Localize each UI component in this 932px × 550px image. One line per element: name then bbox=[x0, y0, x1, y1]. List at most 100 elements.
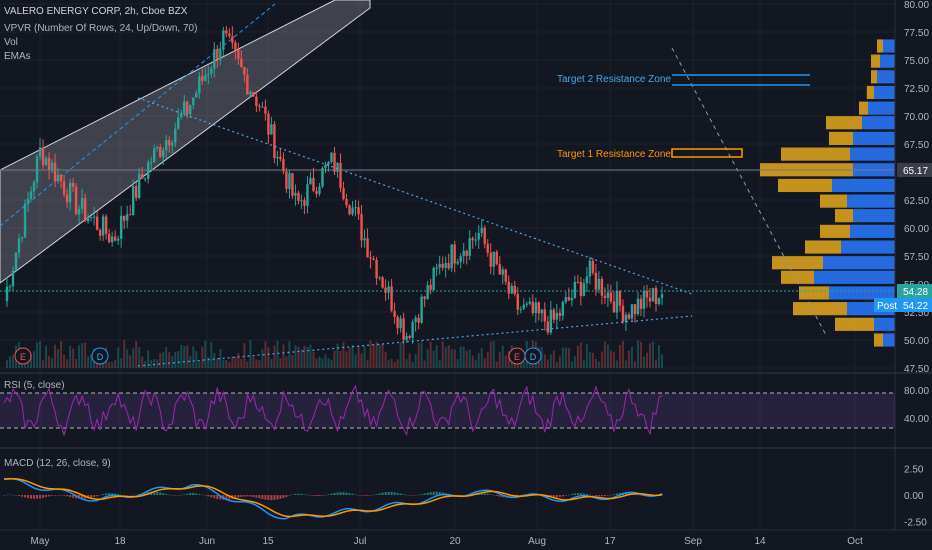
volume-bar bbox=[309, 345, 311, 368]
candle-body bbox=[577, 282, 579, 283]
macd-hist-bar bbox=[285, 495, 287, 497]
volume-bar bbox=[51, 358, 53, 368]
macd-hist-bar bbox=[312, 495, 314, 496]
volume-bar bbox=[490, 342, 492, 368]
candle-body bbox=[366, 238, 368, 257]
candle-body bbox=[129, 214, 131, 215]
macd-hist-bar bbox=[39, 495, 41, 498]
candle-body bbox=[246, 75, 248, 95]
time-label: Sep bbox=[684, 536, 702, 547]
indicator-vpvr[interactable]: VPVR (Number Of Rows, 24, Up/Down, 70) bbox=[4, 23, 197, 34]
candle-body bbox=[640, 299, 642, 309]
indicator-emas[interactable]: EMAs bbox=[4, 51, 31, 62]
volume-bar bbox=[388, 360, 390, 368]
candle-body bbox=[237, 50, 239, 59]
rsi-title[interactable]: RSI (5, close) bbox=[4, 380, 65, 391]
macd-hist-bar bbox=[358, 495, 360, 496]
volume-bar bbox=[523, 361, 525, 368]
candle-body bbox=[571, 298, 573, 301]
macd-hist-bar bbox=[264, 495, 266, 500]
volume-bar bbox=[231, 357, 233, 368]
volume-bar bbox=[129, 355, 131, 368]
volume-bar bbox=[568, 348, 570, 368]
candle-body bbox=[117, 239, 119, 241]
earnings-marker-label: E bbox=[514, 352, 520, 362]
vpvr-down-bar bbox=[826, 116, 862, 129]
volume-bar bbox=[54, 345, 56, 368]
candle-body bbox=[72, 183, 74, 187]
candle-body bbox=[643, 291, 645, 309]
macd-hist-bar bbox=[129, 495, 131, 496]
macd-hist-bar bbox=[297, 494, 299, 495]
hline-badge-value: 65.17 bbox=[903, 166, 928, 177]
candle-body bbox=[63, 181, 65, 194]
candle-body bbox=[649, 298, 651, 302]
volume-bar bbox=[397, 359, 399, 368]
candle-body bbox=[201, 76, 203, 80]
volume-bar bbox=[592, 353, 594, 368]
earnings-marker-label: E bbox=[20, 352, 26, 362]
macd-hist-bar bbox=[48, 495, 50, 496]
indicator-volume[interactable]: Vol bbox=[4, 37, 18, 48]
vpvr-down-bar bbox=[772, 256, 823, 269]
volume-bar bbox=[123, 340, 125, 368]
candle-body bbox=[135, 186, 137, 198]
macd-hist-bar bbox=[255, 495, 257, 498]
candle-body bbox=[622, 306, 624, 322]
macd-hist-bar bbox=[60, 495, 62, 496]
candle-body bbox=[360, 214, 362, 240]
macd-hist-bar bbox=[406, 495, 408, 496]
macd-hist-bar bbox=[388, 492, 390, 495]
candle-body bbox=[610, 292, 612, 301]
volume-bar bbox=[249, 340, 251, 368]
candle-body bbox=[195, 93, 197, 97]
macd-hist-bar bbox=[201, 495, 203, 496]
macd-hist-bar bbox=[424, 493, 426, 495]
candle-body bbox=[348, 205, 350, 214]
macd-hist-bar bbox=[613, 494, 615, 495]
vpvr-up-bar bbox=[874, 318, 895, 331]
candle-body bbox=[39, 147, 41, 156]
price-tick: 77.50 bbox=[904, 28, 929, 39]
volume-bar bbox=[376, 342, 378, 368]
macd-hist-bar bbox=[565, 495, 567, 496]
candle-body bbox=[378, 277, 380, 278]
candle-body bbox=[399, 318, 401, 328]
macd-hist-bar bbox=[637, 495, 639, 496]
macd-hist-bar bbox=[198, 494, 200, 495]
volume-bar bbox=[324, 355, 326, 368]
macd-hist-bar bbox=[367, 495, 369, 496]
macd-hist-bar bbox=[309, 495, 311, 496]
volume-bar bbox=[655, 360, 657, 368]
candle-body bbox=[472, 238, 474, 240]
candle-body bbox=[562, 302, 564, 316]
macd-hist-bar bbox=[427, 493, 429, 495]
volume-bar bbox=[159, 353, 161, 368]
macd-hist-bar bbox=[601, 495, 603, 496]
candle-body bbox=[225, 30, 227, 33]
candle-body bbox=[568, 297, 570, 300]
volume-bar bbox=[237, 353, 239, 368]
volume-bar bbox=[258, 360, 260, 368]
macd-title[interactable]: MACD (12, 26, close, 9) bbox=[4, 458, 111, 469]
volume-bar bbox=[246, 362, 248, 368]
volume-bar bbox=[75, 359, 77, 368]
volume-bar bbox=[303, 345, 305, 368]
volume-bar bbox=[108, 362, 110, 368]
macd-hist-bar bbox=[174, 495, 176, 496]
macd-hist-bar bbox=[364, 495, 366, 496]
macd-hist-bar bbox=[496, 495, 498, 496]
candle-body bbox=[462, 251, 464, 256]
candle-body bbox=[57, 175, 59, 181]
candle-body bbox=[499, 264, 501, 274]
candle-body bbox=[429, 285, 431, 290]
target-1-label: Target 1 Resistance Zone bbox=[557, 149, 671, 160]
volume-bar bbox=[201, 347, 203, 368]
macd-hist-bar bbox=[57, 495, 59, 496]
volume-bar bbox=[132, 348, 134, 368]
volume-bar bbox=[496, 362, 498, 368]
macd-hist-bar bbox=[361, 495, 363, 496]
candle-body bbox=[490, 253, 492, 267]
candle-body bbox=[637, 299, 639, 314]
